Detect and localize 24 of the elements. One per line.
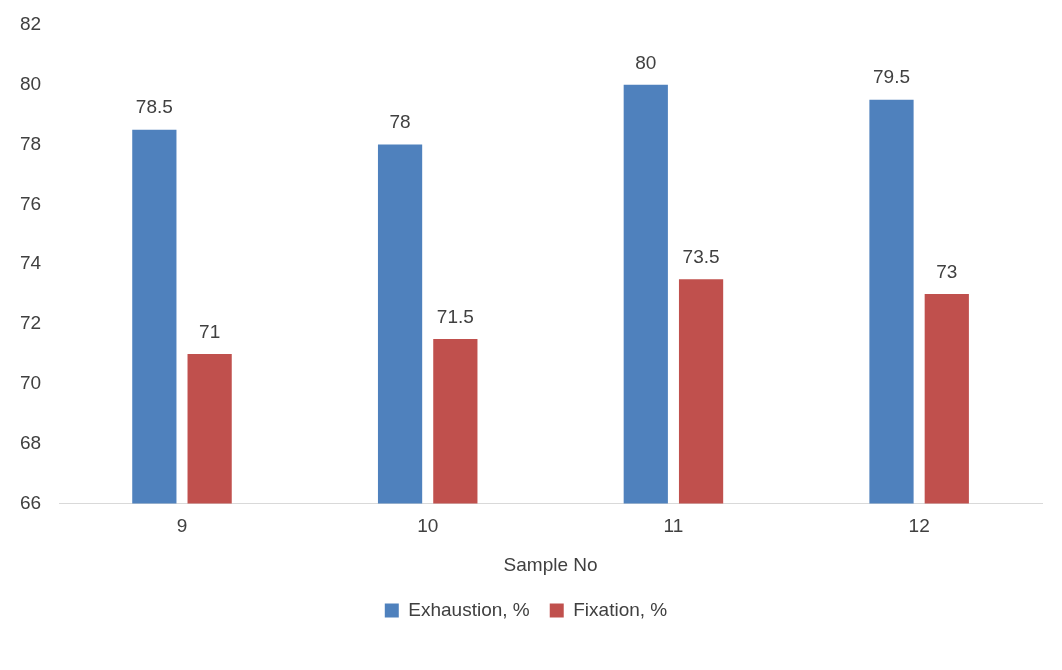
- y-tick-label: 68: [19, 431, 42, 453]
- x-axis-title: Sample No: [503, 553, 598, 575]
- legend-label: Fixation, %: [573, 598, 668, 620]
- x-tick-label: 12: [908, 515, 930, 537]
- y-tick-label: 78: [19, 132, 42, 154]
- legend-label: Exhaustion, %: [408, 598, 530, 620]
- data-label: 71: [199, 320, 221, 342]
- data-label: 73.5: [682, 245, 720, 267]
- data-label: 71.5: [436, 305, 474, 327]
- y-tick-label: 76: [19, 192, 42, 214]
- y-tick-label: 80: [19, 73, 42, 95]
- data-label: 80: [635, 51, 657, 73]
- x-tick-label: 10: [417, 515, 439, 537]
- y-tick-label: 66: [19, 491, 42, 513]
- data-label: 78.5: [135, 96, 173, 118]
- x-tick-label: 11: [663, 515, 684, 537]
- data-label: 79.5: [873, 66, 910, 88]
- y-tick-label: 72: [19, 312, 42, 334]
- y-tick-label: 74: [19, 252, 42, 274]
- y-tick-label: 82: [19, 13, 42, 35]
- y-tick-label: 70: [19, 372, 42, 394]
- data-label: 78: [389, 111, 411, 133]
- x-tick-label: 9: [176, 515, 188, 537]
- data-label: 73: [936, 260, 958, 282]
